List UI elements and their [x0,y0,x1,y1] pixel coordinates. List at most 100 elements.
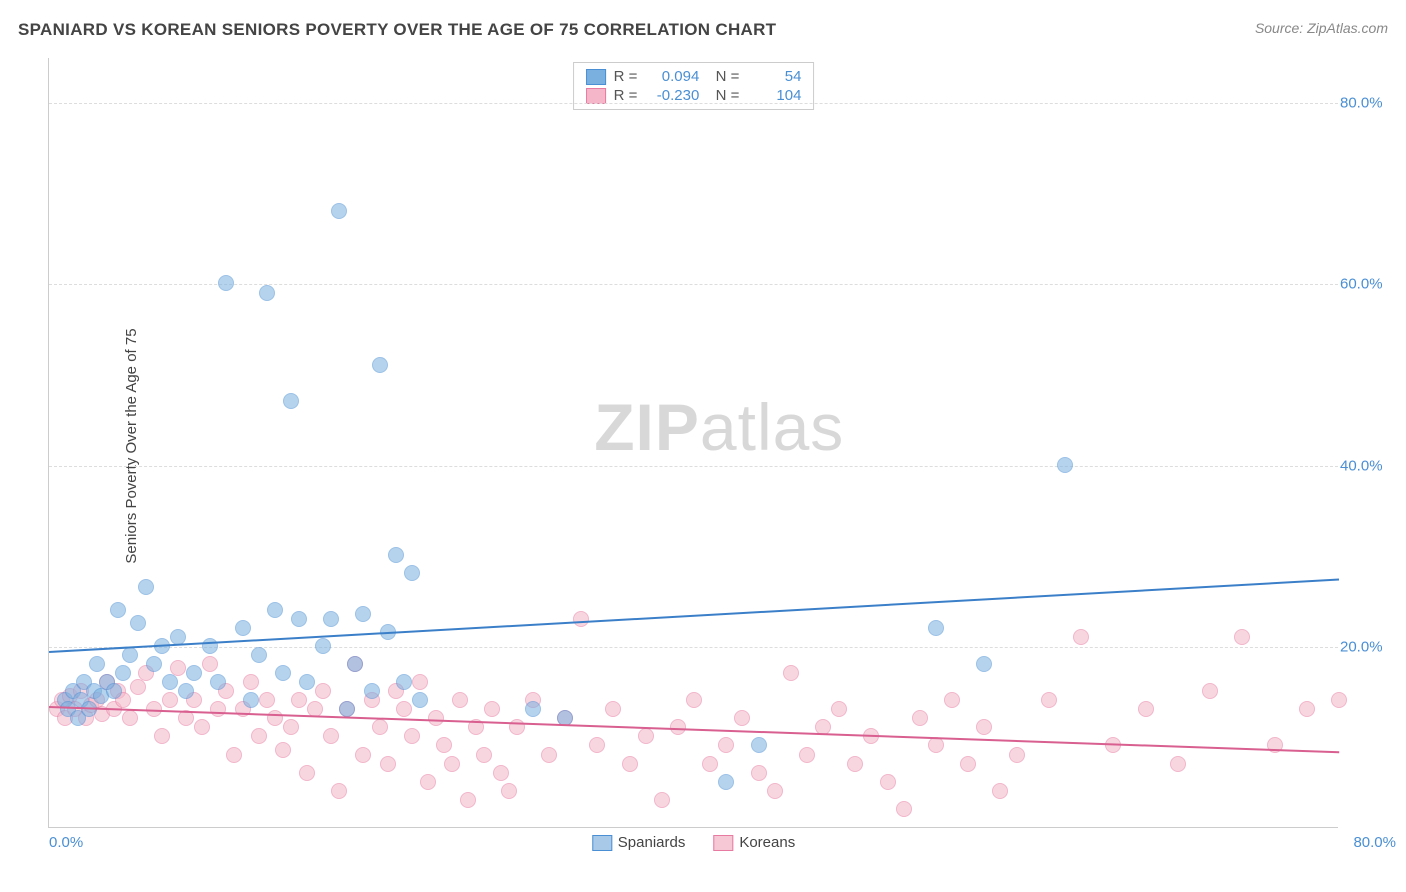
data-point [154,728,170,744]
data-point [162,692,178,708]
data-point [372,719,388,735]
data-point [210,674,226,690]
data-point [1202,683,1218,699]
data-point [243,692,259,708]
data-point [194,719,210,735]
data-point [444,756,460,772]
data-point [702,756,718,772]
data-point [122,647,138,663]
data-point [202,656,218,672]
data-point [622,756,638,772]
data-point [115,665,131,681]
data-point [275,665,291,681]
data-point [436,737,452,753]
data-point [355,747,371,763]
data-point [751,737,767,753]
data-point [831,701,847,717]
data-point [1041,692,1057,708]
data-point [355,606,371,622]
data-point [146,656,162,672]
data-point [323,728,339,744]
data-point [460,792,476,808]
data-point [130,679,146,695]
data-point [412,692,428,708]
data-point [388,547,404,563]
data-point [718,737,734,753]
n-label: N = [707,87,739,104]
data-point [1057,457,1073,473]
y-tick-label: 40.0% [1340,457,1396,474]
legend-swatch [713,835,733,851]
data-point [178,683,194,699]
data-point [501,783,517,799]
stats-row: R =0.094 N =54 [586,67,802,86]
data-point [960,756,976,772]
data-point [130,615,146,631]
data-point [452,692,468,708]
data-point [226,747,242,763]
watermark: ZIPatlas [594,389,844,465]
data-point [686,692,702,708]
data-point [283,393,299,409]
data-point [267,602,283,618]
data-point [420,774,436,790]
data-point [380,756,396,772]
data-point [1331,692,1347,708]
legend-item: Koreans [713,834,795,851]
data-point [396,701,412,717]
data-point [992,783,1008,799]
data-point [896,801,912,817]
gridline [49,103,1338,104]
data-point [880,774,896,790]
y-tick-label: 20.0% [1340,638,1396,655]
data-point [476,747,492,763]
data-point [396,674,412,690]
data-point [186,665,202,681]
data-point [767,783,783,799]
data-point [299,765,315,781]
data-point [89,656,105,672]
data-point [573,611,589,627]
data-point [170,629,186,645]
data-point [106,683,122,699]
data-point [291,611,307,627]
data-point [1138,701,1154,717]
data-point [331,203,347,219]
data-point [484,701,500,717]
data-point [315,638,331,654]
data-point [928,620,944,636]
data-point [751,765,767,781]
r-value: 0.094 [645,68,699,85]
chart-plot-area: ZIPatlas R =0.094 N =54R =-0.230 N =104 … [48,58,1338,828]
data-point [235,620,251,636]
data-point [259,692,275,708]
legend-swatch [592,835,612,851]
data-point [541,747,557,763]
data-point [589,737,605,753]
data-point [339,701,355,717]
data-point [110,602,126,618]
data-point [718,774,734,790]
data-point [654,792,670,808]
stats-row: R =-0.230 N =104 [586,86,802,105]
series-swatch [586,88,606,104]
data-point [251,728,267,744]
data-point [799,747,815,763]
data-point [412,674,428,690]
data-point [210,701,226,717]
y-tick-label: 60.0% [1340,276,1396,293]
series-swatch [586,69,606,85]
legend-label: Koreans [739,834,795,851]
x-tick-label: 0.0% [49,834,83,851]
data-point [1299,701,1315,717]
data-point [605,701,621,717]
data-point [428,710,444,726]
data-point [243,674,259,690]
chart-legend: SpaniardsKoreans [592,834,795,851]
data-point [944,692,960,708]
gridline [49,466,1338,467]
data-point [259,285,275,301]
r-value: -0.230 [645,87,699,104]
data-point [251,647,267,663]
data-point [734,710,750,726]
